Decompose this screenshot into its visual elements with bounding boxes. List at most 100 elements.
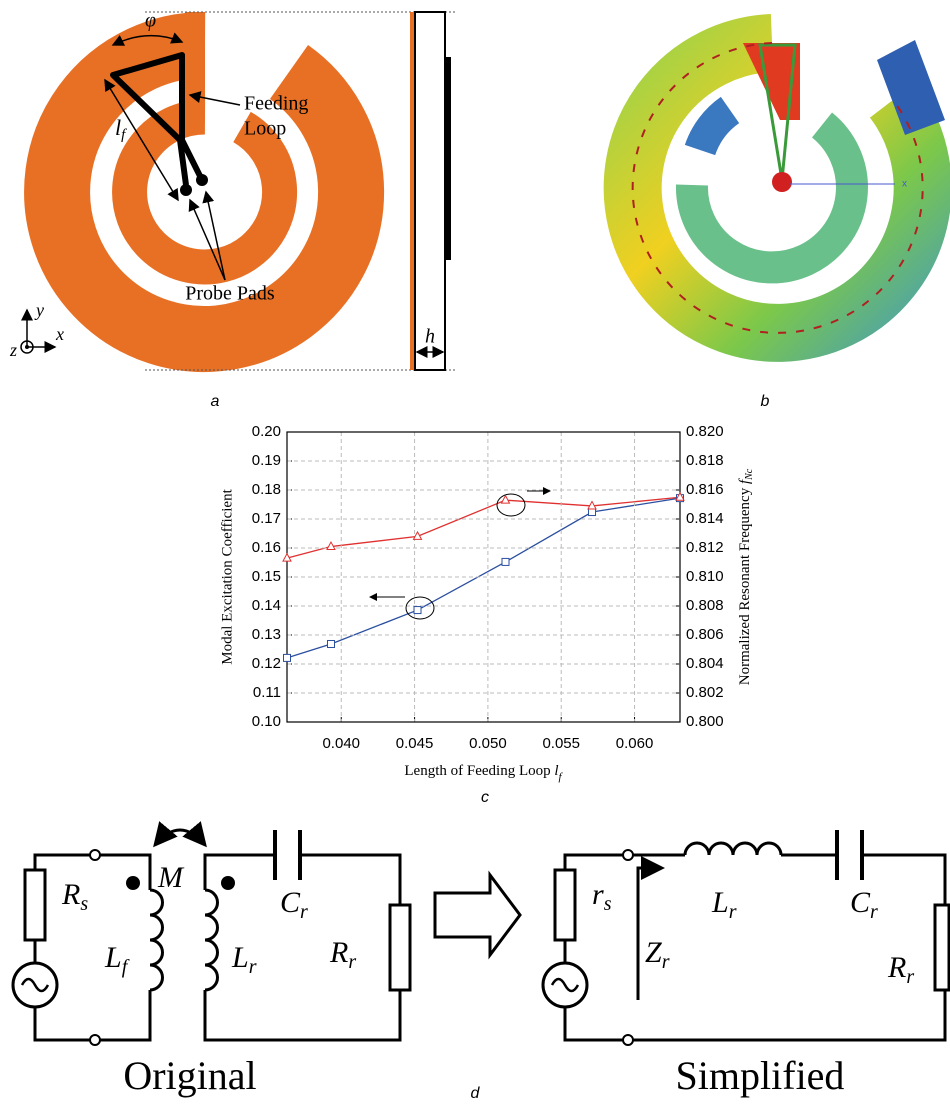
label-symbol: C — [280, 886, 301, 919]
y2-tick-label: 0.814 — [686, 510, 724, 527]
phi-arrow — [111, 32, 184, 46]
label-sub: r — [870, 901, 878, 923]
label-symbol: R — [61, 878, 80, 911]
point — [501, 557, 510, 566]
y-tick-label: 0.13 — [252, 626, 281, 643]
y-tick-label: 0.15 — [252, 568, 281, 585]
pad-arrow — [188, 198, 226, 281]
probe-pads-label: Probe Pads — [185, 283, 275, 305]
impedance-arrow — [636, 856, 665, 1000]
y2-tick-label: 0.818 — [686, 452, 724, 469]
y2-tick-label: 0.812 — [686, 539, 724, 556]
terminal — [89, 849, 101, 861]
feeding-label: Loop — [244, 118, 286, 140]
point — [413, 606, 422, 615]
label-sub: r — [906, 966, 914, 988]
pad-arrow — [202, 190, 226, 281]
y2-axis-title: Normalized Resonant Frequency fNc — [737, 468, 755, 685]
y-tick-label: 0.20 — [252, 423, 281, 440]
label: Rr — [887, 951, 914, 988]
mutual-arrow — [153, 821, 207, 848]
y-tick-label: 0.16 — [252, 539, 281, 556]
panel-d: Rs M Lf Lr Cr Rr Original rs Lr Cr Zr Rr… — [11, 821, 950, 1102]
label: Lf — [104, 941, 130, 978]
label: Zr — [645, 936, 670, 973]
phi-label: φ — [145, 10, 156, 32]
label: Rr — [329, 936, 356, 973]
y-axis-title: Modal Excitation Coefficient — [219, 488, 235, 664]
x-tick-label: 0.050 — [469, 735, 507, 752]
label-symbol: R — [329, 936, 348, 969]
panel-a: φ lf Feeding Loop Probe Pads y x z h a — [9, 10, 455, 410]
inductor — [204, 888, 219, 992]
point — [283, 653, 291, 662]
label-sub: s — [604, 893, 612, 915]
point — [412, 530, 423, 540]
ring-end — [877, 40, 945, 135]
x-title-text: Length of Feeding Loop — [404, 763, 550, 779]
y2-tick-label: 0.808 — [686, 597, 724, 614]
wire — [203, 853, 402, 1042]
caption: Original — [123, 1053, 256, 1098]
source-wave — [550, 977, 580, 993]
label: Lr — [231, 941, 257, 978]
label: Cr — [850, 886, 878, 923]
y-tick-label: 0.10 — [252, 713, 281, 730]
feeding-loop — [110, 52, 205, 186]
panel-label: b — [761, 393, 770, 410]
x-tick-label: 0.060 — [616, 735, 654, 752]
label: Cr — [280, 886, 308, 923]
x-axis-title: Length of Feeding Loop lf — [404, 763, 563, 782]
feeding-arrow — [188, 91, 241, 106]
panel-label: a — [211, 393, 220, 410]
probe-pad — [180, 184, 192, 196]
resistor — [553, 868, 577, 942]
side-loop — [446, 57, 451, 260]
caption: Simplified — [676, 1053, 845, 1098]
substrate — [414, 11, 446, 371]
label-symbol: C — [850, 886, 871, 919]
inductor — [683, 841, 783, 856]
label: rs — [592, 878, 612, 915]
current-arrows — [631, 42, 924, 334]
dot — [126, 876, 140, 890]
y2-title-sub: Nc — [744, 468, 755, 481]
y2-tick-label: 0.820 — [686, 423, 724, 440]
lf-symbol: l — [115, 115, 121, 140]
point — [675, 491, 685, 501]
label-symbol: L — [104, 941, 122, 974]
transform-arrow — [433, 870, 522, 960]
panel-c: 0.060 0.055 0.050 0.045 0.040 0.820 0.818 0.816… — [219, 423, 755, 806]
label-sub: r — [249, 956, 257, 978]
x-tick-label: 0.045 — [396, 735, 434, 752]
x-title-sub: f — [559, 771, 564, 783]
label-sub: r — [662, 951, 670, 973]
point — [587, 500, 597, 510]
y2-tick-label: 0.802 — [686, 684, 724, 701]
panel-b: x b — [603, 14, 950, 410]
series-line — [286, 497, 681, 659]
feeding-label: Feeding — [244, 93, 308, 115]
y2-tick-label: 0.806 — [686, 626, 724, 643]
loop-current — [758, 43, 797, 181]
feed-point — [772, 172, 792, 192]
ring-hot — [743, 43, 800, 120]
label-symbol: R — [887, 951, 906, 984]
y2-tick-label: 0.800 — [686, 713, 724, 730]
inner-ring-end — [684, 96, 740, 156]
label: Rs — [61, 878, 88, 915]
y2-title-symbol: f — [737, 478, 753, 484]
inner-ring-current — [675, 112, 868, 284]
outer-ring — [24, 11, 385, 372]
lf-sub: f — [121, 127, 127, 143]
lf-label: lf — [115, 115, 127, 143]
dot — [221, 876, 235, 890]
y-tick-label: 0.19 — [252, 452, 281, 469]
point — [500, 494, 511, 504]
axis-label: z — [9, 340, 17, 360]
label-sub: r — [300, 901, 308, 923]
terminal — [622, 1034, 634, 1046]
y-tick-label: 0.18 — [252, 481, 281, 498]
label-sub: r — [729, 901, 737, 923]
